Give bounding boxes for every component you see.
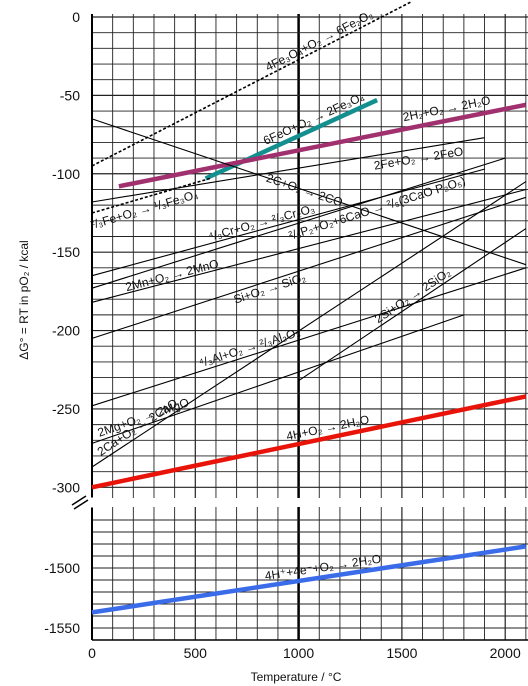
series-line [91,314,465,444]
series-line [91,177,211,214]
y-tick-label: -250 [52,401,80,417]
y-tick-label: -50 [60,87,80,103]
y-axis-title: ΔG° = RT in pO₂ / kcal [17,240,31,359]
x-tick-label: 1500 [386,645,417,661]
y-tick-label: -1500 [44,560,80,576]
series-line [298,228,527,382]
reaction-label: 2Mn+O₂ → 2MnO [124,257,220,295]
series-layer [91,0,527,615]
y-tick-label: -1550 [44,620,80,636]
tick-labels: 0 500 1000 1500 2000 0 -50 -100 -150 -200 -250 -300… [44,9,521,661]
series-line [91,168,485,277]
series-line [91,181,527,468]
y-tick-label: -200 [52,323,80,339]
series-line [91,0,413,167]
x-tick-label: 2000 [490,645,521,661]
x-tick-label: 500 [184,645,208,661]
y-tick-label: -100 [52,166,80,182]
series-line [91,157,506,289]
x-tick-label: 0 [88,645,96,661]
y-tick-label: -300 [52,479,80,495]
axis-break-mark [71,495,87,506]
series-line [91,544,527,615]
series-line [91,196,527,339]
reaction-label: Si+O₂ → SiO₂ [232,270,308,307]
y-tick-label: -150 [52,244,80,260]
series-line [91,188,527,303]
y-tick-label: 0 [72,9,80,25]
series-line [91,137,485,203]
x-axis-title: Temperature / °C [251,670,342,684]
axis-break-gap [60,498,528,507]
series-line [91,118,527,266]
axis-break-mark [73,499,89,510]
x-tick-label: 1000 [283,645,314,661]
series-line [118,102,527,189]
series-line [91,267,527,407]
series-line [91,394,527,490]
